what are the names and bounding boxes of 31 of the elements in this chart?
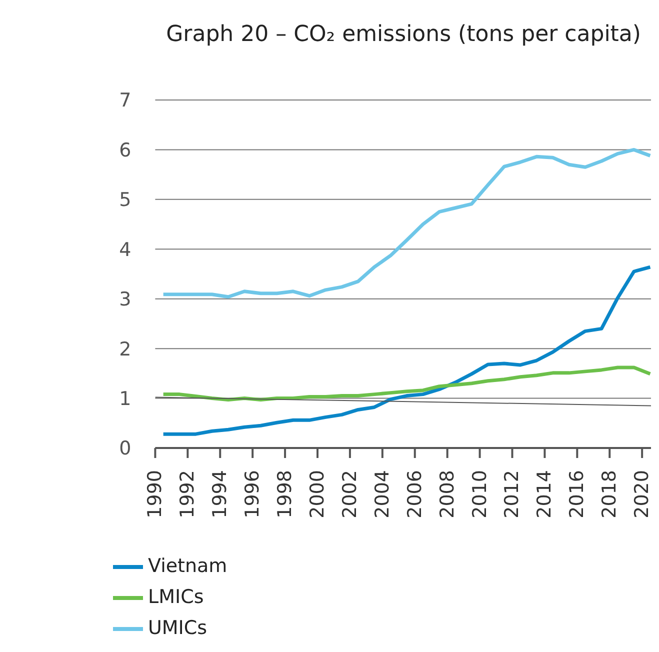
x-tick-label: 2008 xyxy=(436,470,458,518)
x-tick-label: 1994 xyxy=(209,470,232,518)
x-tick-label: 1998 xyxy=(274,470,296,518)
x-tick-label: 2012 xyxy=(501,470,524,518)
line-series xyxy=(162,265,651,436)
x-tick-label: 1990 xyxy=(144,470,166,518)
x-tick-label: 2020 xyxy=(631,470,654,518)
chart-title: Graph 20 – CO₂ emissions (tons per capita) xyxy=(166,22,641,47)
x-tick-label: 2000 xyxy=(306,470,328,518)
x-tick-label: 1996 xyxy=(242,470,264,518)
y-tick-label: 0 xyxy=(119,438,132,460)
y-tick-label: 2 xyxy=(119,338,132,360)
y-tick-label: 4 xyxy=(119,238,132,261)
x-tick-label: 2010 xyxy=(468,470,491,518)
y-tick-label: 6 xyxy=(119,139,132,162)
x-tick-label: 2016 xyxy=(566,470,588,518)
y-tick-label: 7 xyxy=(119,90,132,112)
x-tick-label: 2004 xyxy=(371,470,394,518)
legend-label: Vietnam xyxy=(148,554,228,579)
line-series xyxy=(162,148,651,299)
y-tick-label: 5 xyxy=(119,189,132,212)
line-series xyxy=(162,366,651,402)
y-tick-label: 1 xyxy=(119,388,132,410)
x-tick-label: 2014 xyxy=(534,470,556,518)
x-tick-label: 1992 xyxy=(176,470,199,518)
x-tick-label: 2002 xyxy=(338,470,361,518)
legend-label: UMICs xyxy=(148,616,208,641)
x-tick-label: 2006 xyxy=(404,470,426,518)
y-tick-label: 3 xyxy=(119,288,132,311)
legend-label: LMICs xyxy=(148,585,204,610)
x-tick-label: 2018 xyxy=(598,470,621,518)
